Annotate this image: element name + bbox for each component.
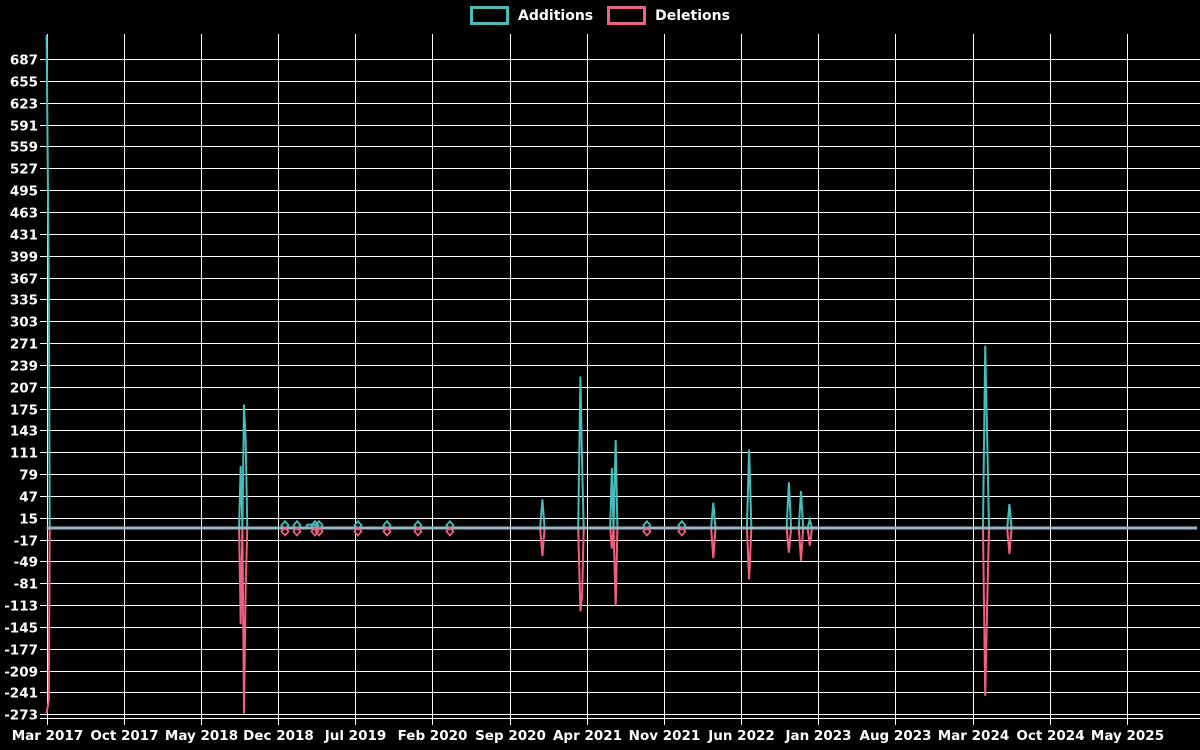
deletions-marker-icon bbox=[314, 526, 324, 537]
y-axis-tick-label: -17 bbox=[14, 534, 38, 550]
y-axis-tick-label: -81 bbox=[14, 577, 38, 593]
legend-item-deletions[interactable]: Deletions bbox=[607, 6, 730, 25]
x-axis-tick-label: Mar 2024 bbox=[938, 728, 1009, 744]
y-axis-tick-label: 527 bbox=[10, 162, 38, 178]
y-axis-tick-label: 47 bbox=[19, 490, 38, 506]
legend-label-deletions: Deletions bbox=[655, 7, 730, 24]
y-axis-tick-label: 623 bbox=[10, 97, 38, 113]
deletions-marker-icon bbox=[677, 526, 687, 537]
additions-marker-icon bbox=[413, 519, 423, 531]
y-axis-tick-label: 15 bbox=[19, 512, 38, 528]
y-axis-tick-label: 431 bbox=[10, 228, 38, 244]
x-axis-tick-label: Sep 2020 bbox=[475, 728, 546, 744]
y-axis-tick-label: 271 bbox=[10, 337, 38, 353]
y-axis-tick-label: -113 bbox=[4, 599, 38, 615]
y-axis-tick-label: -145 bbox=[4, 621, 38, 637]
y-axis-tick-label: 111 bbox=[10, 446, 38, 462]
series-line-deletions bbox=[45, 527, 1197, 714]
y-axis-tick-label: 335 bbox=[10, 293, 38, 309]
deletions-marker-icon bbox=[292, 526, 302, 537]
y-axis-tick-label: 399 bbox=[10, 250, 38, 266]
y-axis-tick-label: 143 bbox=[10, 424, 38, 440]
x-axis-tick-label: Jan 2023 bbox=[784, 728, 851, 744]
x-axis-tick-label: Dec 2018 bbox=[243, 728, 314, 744]
deletions-marker-icon bbox=[382, 526, 392, 537]
deletions-marker-icon bbox=[445, 526, 455, 537]
x-axis-tick-label: Nov 2021 bbox=[629, 728, 701, 744]
legend-item-additions[interactable]: Additions bbox=[470, 6, 593, 25]
x-axis-tick-label: Apr 2021 bbox=[553, 728, 622, 744]
additions-marker-icon bbox=[445, 519, 455, 531]
y-axis-tick-label: 79 bbox=[19, 468, 38, 484]
additions-marker-icon bbox=[314, 519, 324, 531]
y-axis-tick-label: -177 bbox=[4, 643, 38, 659]
x-axis-tick-label: Oct 2024 bbox=[1016, 728, 1084, 744]
x-axis-tick-label: Jun 2022 bbox=[707, 728, 775, 744]
series-line-additions bbox=[45, 35, 1197, 529]
deletions-marker-icon bbox=[413, 526, 423, 537]
x-axis-tick-label: Mar 2017 bbox=[12, 728, 83, 744]
x-axis-tick-label: Feb 2020 bbox=[398, 728, 468, 744]
chart-legend: Additions Deletions bbox=[0, 6, 1200, 25]
x-axis-tick-label: Aug 2023 bbox=[860, 728, 932, 744]
y-axis-tick-label: 559 bbox=[10, 140, 38, 156]
y-axis-tick-label: 175 bbox=[10, 403, 38, 419]
additions-marker-icon bbox=[677, 519, 687, 531]
y-axis-tick-label: 687 bbox=[10, 53, 38, 69]
y-axis-tick-label: -209 bbox=[4, 665, 38, 681]
y-axis-tick-label: 655 bbox=[10, 75, 38, 91]
y-axis-tick-label: 495 bbox=[10, 184, 38, 200]
x-axis-tick-label: May 2025 bbox=[1091, 728, 1164, 744]
additions-marker-icon bbox=[353, 519, 363, 531]
x-axis-tick-label: Jul 2019 bbox=[324, 728, 387, 744]
y-axis-tick-label: 591 bbox=[10, 119, 38, 135]
y-axis-tick-label: 239 bbox=[10, 359, 38, 375]
deletions-marker-icon bbox=[353, 526, 363, 537]
additions-marker-icon bbox=[642, 519, 652, 531]
x-axis-tick-label: Oct 2017 bbox=[90, 728, 158, 744]
x-axis-tick-label: May 2018 bbox=[165, 728, 238, 744]
additions-swatch-icon bbox=[470, 6, 510, 25]
deletions-marker-icon bbox=[280, 526, 290, 537]
additions-marker-icon bbox=[292, 519, 302, 531]
y-axis-tick-label: -241 bbox=[4, 686, 38, 702]
additions-marker-icon bbox=[280, 519, 290, 531]
deletions-marker-icon bbox=[642, 526, 652, 537]
deletions-swatch-icon bbox=[607, 6, 647, 25]
y-axis-tick-label: 303 bbox=[10, 315, 38, 331]
y-axis-tick-label: 463 bbox=[10, 206, 38, 222]
additions-marker-icon bbox=[382, 519, 392, 531]
y-axis-tick-label: -49 bbox=[14, 555, 38, 571]
y-axis-tick-label: 207 bbox=[10, 381, 38, 397]
legend-label-additions: Additions bbox=[518, 7, 594, 24]
y-axis-tick-label: -273 bbox=[4, 708, 38, 724]
y-axis-tick-label: 367 bbox=[10, 272, 38, 288]
